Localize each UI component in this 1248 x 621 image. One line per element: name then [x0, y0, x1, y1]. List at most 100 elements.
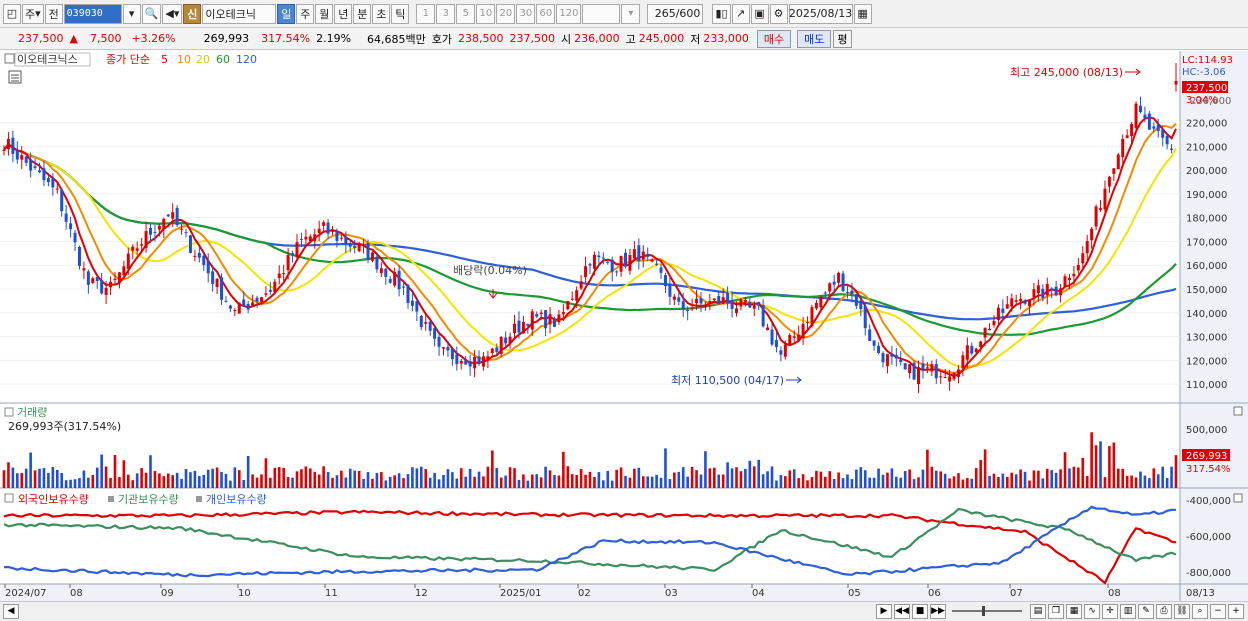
- pen-icon[interactable]: ✎: [1138, 604, 1154, 619]
- candle-body: [730, 300, 734, 309]
- candle-body: [521, 321, 525, 334]
- volume-bar: [277, 467, 281, 488]
- copy-icon[interactable]: ❐: [1048, 604, 1064, 619]
- volume-bar: [1134, 477, 1138, 488]
- holding-legend-icon[interactable]: [4, 493, 14, 503]
- holding-panel-close-icon[interactable]: [1233, 493, 1243, 503]
- chart-area[interactable]: 220,000 210,000 200,000 190,000 180,000 170,0…: [0, 51, 1248, 601]
- price-change: 7,500: [89, 32, 122, 45]
- interval-10[interactable]: 10: [476, 3, 496, 24]
- legend-box-icon[interactable]: [4, 53, 15, 64]
- candle-body: [24, 156, 28, 163]
- count-display[interactable]: 265/600: [647, 3, 704, 24]
- date-input[interactable]: 2025/08/13: [788, 3, 853, 24]
- buy-button[interactable]: 매수: [756, 29, 792, 48]
- volume-bar: [868, 477, 871, 488]
- stock-code-input[interactable]: 039030: [63, 3, 122, 24]
- scroll-left-icon[interactable]: ◀: [3, 604, 19, 619]
- dividend-annotation: 배당락(0.04%): [453, 264, 527, 277]
- volume-bar: [664, 448, 667, 488]
- tab-tick[interactable]: 틱: [391, 3, 410, 24]
- interval-1[interactable]: 1: [416, 3, 436, 24]
- ma60-line: [3, 142, 1177, 336]
- search-icon[interactable]: 🔍: [141, 3, 162, 24]
- wave-icon[interactable]: ∿: [1084, 604, 1100, 619]
- rewind-icon[interactable]: ◀◀: [894, 604, 910, 619]
- period-select[interactable]: 주 ▾: [22, 3, 44, 24]
- gear-icon[interactable]: ⚙: [769, 3, 788, 24]
- y-tick-label: 220,000: [1186, 119, 1227, 130]
- zoom-slider-thumb[interactable]: [982, 606, 985, 616]
- volume-bar: [823, 476, 827, 488]
- code-dropdown-icon[interactable]: ▾: [122, 3, 141, 24]
- speaker-icon[interactable]: ◀▾: [162, 3, 183, 24]
- candle-body: [220, 277, 224, 300]
- candle-body: [100, 280, 104, 294]
- forward-icon[interactable]: ▶▶: [930, 604, 946, 619]
- volume-bar: [859, 467, 863, 488]
- candle-body: [175, 207, 179, 226]
- interval-60[interactable]: 60: [536, 3, 556, 24]
- current-price-tag: [1182, 81, 1228, 93]
- candle-body: [370, 252, 374, 261]
- save-icon[interactable]: ▣: [750, 3, 769, 24]
- volume-bar: [331, 477, 334, 488]
- candle-body: [69, 223, 73, 230]
- average-button[interactable]: 평: [833, 29, 852, 48]
- interval-20[interactable]: 20: [496, 3, 516, 24]
- volume-bar: [575, 474, 578, 488]
- tile-icon[interactable]: ▦: [1066, 604, 1082, 619]
- candle-body: [974, 348, 978, 353]
- interval-dropdown-icon[interactable]: ▾: [621, 3, 641, 24]
- tab-daily[interactable]: 일: [277, 3, 296, 24]
- print-icon[interactable]: ⎙: [1156, 604, 1172, 619]
- calculator-icon[interactable]: [8, 70, 22, 84]
- candle-body: [162, 218, 166, 230]
- stop-icon[interactable]: ■: [912, 604, 928, 619]
- scroll-bar[interactable]: ◀ ▶ ◀◀ ■ ▶▶ ▤ ❐ ▦ ∿ ✛ ▥ ✎ ⎙ ⛓ ⌕ − +: [0, 601, 1248, 621]
- interval-custom-input[interactable]: [582, 3, 621, 24]
- candle-body: [11, 137, 15, 154]
- volume-legend-icon[interactable]: [4, 407, 14, 417]
- interval-3[interactable]: 3: [436, 3, 456, 24]
- volume-bar: [744, 468, 747, 488]
- crosshair-icon[interactable]: ✛: [1102, 604, 1118, 619]
- layout-icon[interactable]: ▤: [1030, 604, 1046, 619]
- sell-button[interactable]: 매도: [797, 29, 832, 48]
- link-icon[interactable]: ⛓: [1174, 604, 1190, 619]
- tab-minute[interactable]: 분: [353, 3, 372, 24]
- candle-body: [970, 345, 974, 354]
- tab-weekly[interactable]: 주: [296, 3, 315, 24]
- volume-bar: [135, 473, 139, 488]
- volume-panel-close-icon[interactable]: [1233, 406, 1243, 416]
- zoom-in-icon[interactable]: +: [1228, 604, 1244, 619]
- tab-second[interactable]: 초: [372, 3, 391, 24]
- volume-bar: [668, 479, 672, 488]
- volume-bar: [890, 468, 894, 488]
- candle-body: [122, 266, 126, 275]
- ma10-line: [3, 122, 1177, 374]
- scroll-right-icon[interactable]: ▶: [876, 604, 892, 619]
- candle-body: [180, 228, 184, 230]
- zoom-out-icon[interactable]: −: [1210, 604, 1226, 619]
- interval-5[interactable]: 5: [456, 3, 476, 24]
- interval-120[interactable]: 120: [556, 3, 582, 24]
- candle-body: [1054, 286, 1058, 296]
- candle-icon[interactable]: ▮▯: [712, 3, 731, 24]
- volume-bar: [637, 467, 641, 488]
- volume-bar: [491, 450, 494, 488]
- quote-bar: 237,500 ▲ 7,500 +3.26% 269,993 317.54% 2…: [0, 28, 1248, 50]
- chart-settings-icon[interactable]: ◰: [3, 3, 21, 24]
- search-icon[interactable]: ⌕: [1192, 604, 1208, 619]
- line-tool-icon[interactable]: ↗: [731, 3, 750, 24]
- grid-icon[interactable]: ▥: [1120, 604, 1136, 619]
- zoom-slider[interactable]: [952, 610, 1022, 612]
- tab-monthly[interactable]: 월: [315, 3, 334, 24]
- foreign-holding-line: [3, 509, 1177, 585]
- interval-30[interactable]: 30: [516, 3, 536, 24]
- prev-button[interactable]: 전: [44, 3, 63, 24]
- candle-body: [455, 354, 459, 365]
- tab-yearly[interactable]: 년: [334, 3, 353, 24]
- candle-body: [903, 363, 907, 370]
- calendar-icon[interactable]: ▦: [853, 3, 872, 24]
